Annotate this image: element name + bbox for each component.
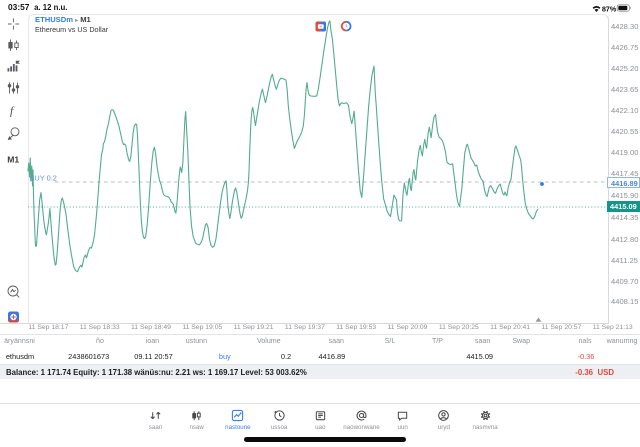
svg-text:87%: 87% — [602, 4, 617, 13]
svg-text:BUY 0.2: BUY 0.2 — [30, 174, 57, 183]
svg-text:M1: M1 — [7, 154, 19, 164]
svg-text:f: f — [10, 106, 15, 118]
